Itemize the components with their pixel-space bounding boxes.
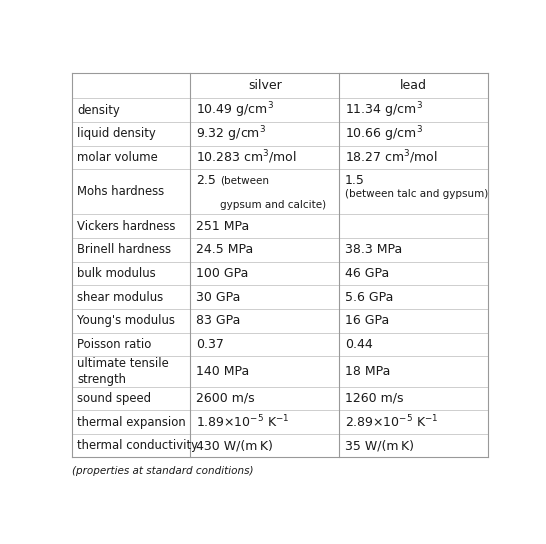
Text: 2.5: 2.5 xyxy=(196,174,216,187)
Text: 1.5: 1.5 xyxy=(345,174,365,187)
Text: 100 GPa: 100 GPa xyxy=(196,267,248,280)
Text: thermal expansion: thermal expansion xyxy=(77,416,186,429)
Text: 30 GPa: 30 GPa xyxy=(196,290,240,304)
Text: $1.89{\times}10^{-5}\ \mathrm{K^{-1}}$: $1.89{\times}10^{-5}\ \mathrm{K^{-1}}$ xyxy=(196,413,289,430)
Text: Brinell hardness: Brinell hardness xyxy=(77,243,171,256)
Text: Mohs hardness: Mohs hardness xyxy=(77,186,164,199)
Text: (between talc and gypsum): (between talc and gypsum) xyxy=(345,189,488,199)
Text: 251 MPa: 251 MPa xyxy=(196,220,249,233)
Text: 140 MPa: 140 MPa xyxy=(196,365,249,378)
Text: shear modulus: shear modulus xyxy=(77,290,163,304)
Text: 35 W/(m K): 35 W/(m K) xyxy=(345,439,414,452)
Text: 2600 m/s: 2600 m/s xyxy=(196,392,254,405)
Text: silver: silver xyxy=(248,79,282,92)
Text: $9.32\ \mathrm{g/cm^3}$: $9.32\ \mathrm{g/cm^3}$ xyxy=(196,124,266,144)
Text: 16 GPa: 16 GPa xyxy=(345,314,389,327)
Text: $10.49\ \mathrm{g/cm^3}$: $10.49\ \mathrm{g/cm^3}$ xyxy=(196,101,274,120)
Text: 0.37: 0.37 xyxy=(196,338,224,351)
Text: $11.34\ \mathrm{g/cm^3}$: $11.34\ \mathrm{g/cm^3}$ xyxy=(345,101,423,120)
Text: Young's modulus: Young's modulus xyxy=(77,314,175,327)
Text: molar volume: molar volume xyxy=(77,151,158,164)
Text: sound speed: sound speed xyxy=(77,392,151,405)
Text: 5.6 GPa: 5.6 GPa xyxy=(345,290,393,304)
Text: 430 W/(m K): 430 W/(m K) xyxy=(196,439,272,452)
Text: 38.3 MPa: 38.3 MPa xyxy=(345,243,402,256)
Text: liquid density: liquid density xyxy=(77,127,156,140)
Text: ultimate tensile
strength: ultimate tensile strength xyxy=(77,357,169,386)
Text: 83 GPa: 83 GPa xyxy=(196,314,240,327)
Text: density: density xyxy=(77,104,120,117)
Text: $18.27\ \mathrm{cm^3/mol}$: $18.27\ \mathrm{cm^3/mol}$ xyxy=(345,149,437,166)
Text: 46 GPa: 46 GPa xyxy=(345,267,389,280)
Text: $2.89{\times}10^{-5}\ \mathrm{K^{-1}}$: $2.89{\times}10^{-5}\ \mathrm{K^{-1}}$ xyxy=(345,413,438,430)
Text: 1260 m/s: 1260 m/s xyxy=(345,392,403,405)
Text: $10.66\ \mathrm{g/cm^3}$: $10.66\ \mathrm{g/cm^3}$ xyxy=(345,124,423,144)
Text: Poisson ratio: Poisson ratio xyxy=(77,338,151,351)
Text: 18 MPa: 18 MPa xyxy=(345,365,390,378)
Text: (properties at standard conditions): (properties at standard conditions) xyxy=(72,466,253,476)
Text: $10.283\ \mathrm{cm^3/mol}$: $10.283\ \mathrm{cm^3/mol}$ xyxy=(196,149,296,166)
Text: Vickers hardness: Vickers hardness xyxy=(77,220,175,233)
Text: thermal conductivity: thermal conductivity xyxy=(77,439,198,452)
Text: 0.44: 0.44 xyxy=(345,338,372,351)
Text: (between: (between xyxy=(221,176,269,186)
Text: 24.5 MPa: 24.5 MPa xyxy=(196,243,253,256)
Text: bulk modulus: bulk modulus xyxy=(77,267,156,280)
Text: gypsum and calcite): gypsum and calcite) xyxy=(221,200,327,209)
Text: lead: lead xyxy=(400,79,427,92)
